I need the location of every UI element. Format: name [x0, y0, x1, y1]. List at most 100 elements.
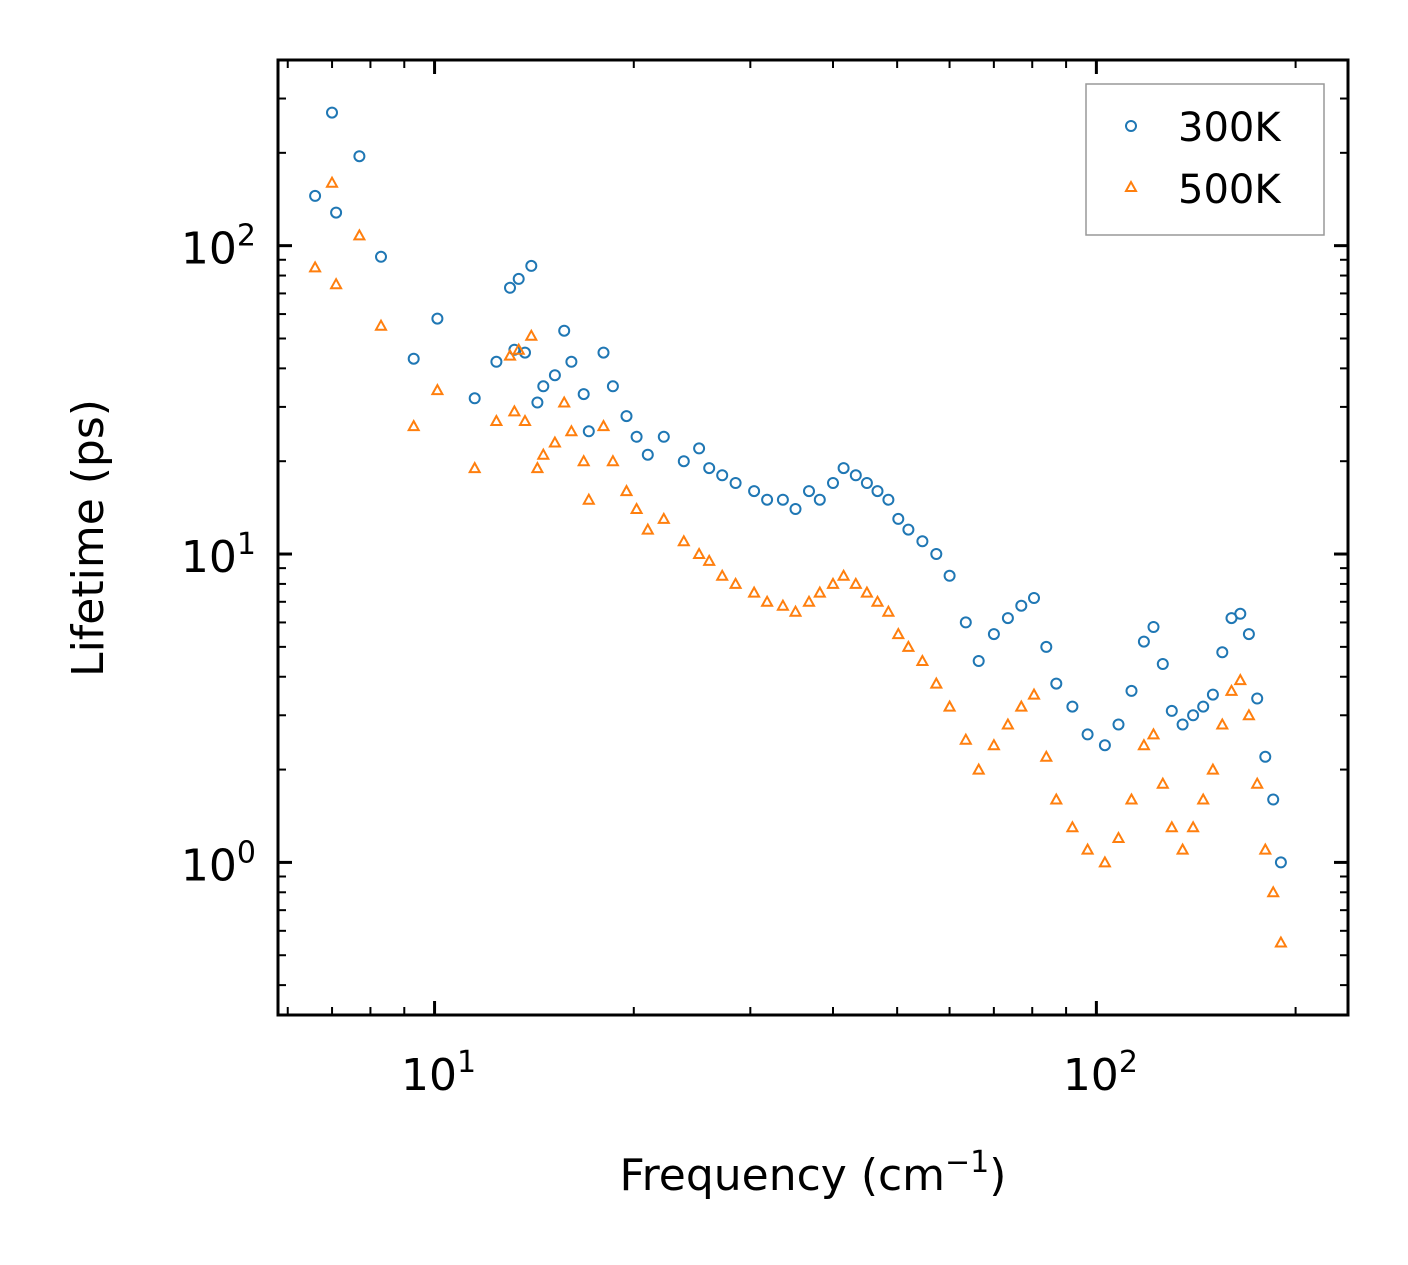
data-point-300k: [326, 106, 338, 119]
data-point-300k: [860, 477, 873, 489]
data-point-300k: [789, 503, 802, 515]
data-point-500k: [1266, 885, 1280, 898]
data-point-300k: [1242, 628, 1255, 641]
data-point-300k: [693, 442, 706, 455]
plot-frame: [276, 58, 1350, 1017]
data-point-300k: [431, 312, 444, 325]
data-point-300k: [565, 355, 578, 368]
data-point-500k: [715, 568, 729, 581]
data-point-500k: [1250, 776, 1264, 789]
data-point-500k: [329, 277, 343, 290]
series-300k-points: [309, 106, 1287, 869]
data-point-300k: [916, 535, 929, 548]
data-point-500k: [702, 553, 716, 566]
data-point-300k: [930, 548, 943, 560]
data-point-300k: [353, 150, 366, 163]
data-point-500k: [1165, 820, 1179, 833]
y-tick-exp: 2: [237, 219, 256, 254]
data-point-500k: [1156, 776, 1170, 789]
data-point-300k: [309, 189, 322, 202]
data-point-500k: [728, 576, 743, 589]
data-point-500k: [1206, 762, 1220, 775]
x-tick-label-100: 102: [1063, 1045, 1138, 1101]
data-point-300k: [1197, 700, 1210, 713]
data-point-500k: [564, 424, 579, 437]
data-point-500k: [760, 594, 774, 607]
data-point-300k: [1098, 739, 1111, 752]
data-point-500k: [468, 461, 482, 474]
data-point-300k: [902, 523, 915, 536]
data-point-300k: [1156, 658, 1169, 670]
data-point-500k: [407, 419, 421, 432]
data-point-300k: [882, 493, 895, 506]
data-point-300k: [892, 512, 905, 525]
y-tick-label-1: 100: [181, 835, 256, 891]
data-point-300k: [1274, 856, 1287, 869]
data-point-500k: [891, 627, 905, 640]
x-tick-exp: 1: [457, 1045, 476, 1080]
data-point-500k: [1233, 673, 1247, 686]
data-point-500k: [802, 594, 816, 607]
data-point-500k: [836, 568, 851, 581]
data-point-500k: [1137, 738, 1151, 751]
data-point-300k: [748, 485, 761, 498]
data-point-300k: [330, 206, 343, 219]
data-point-500k: [849, 576, 863, 589]
data-point-300k: [582, 425, 595, 438]
data-point-300k: [504, 281, 516, 294]
data-point-500k: [1186, 820, 1200, 833]
data-point-300k: [1040, 640, 1053, 653]
data-point-300k: [577, 388, 590, 401]
data-point-300k: [512, 272, 525, 285]
data-point-500k: [813, 585, 827, 598]
y-tick-base: 10: [181, 840, 237, 891]
y-tick-base: 10: [181, 224, 237, 275]
data-point-300k: [657, 430, 670, 443]
data-point-500k: [1175, 842, 1190, 855]
data-point-300k: [1137, 635, 1150, 648]
data-point-500k: [1224, 683, 1239, 696]
data-point-500k: [582, 492, 596, 505]
data-point-500k: [692, 546, 706, 559]
data-point-500k: [1098, 855, 1112, 868]
data-point-500k: [1258, 842, 1272, 855]
data-point-500k: [512, 342, 526, 355]
data-point-500k: [942, 699, 957, 712]
data-point-300k: [537, 380, 550, 393]
x-axis-title-sup: −1: [945, 1145, 989, 1180]
data-point-500k: [972, 762, 986, 775]
x-axis-title: Frequency (cm−1): [620, 1145, 1007, 1201]
data-point-500k: [1242, 708, 1256, 721]
data-point-500k: [826, 576, 840, 589]
x-axis-title-suffix: ): [989, 1150, 1006, 1201]
data-point-300k: [1234, 607, 1247, 620]
data-point-500k: [606, 454, 620, 467]
data-point-500k: [987, 738, 1001, 751]
data-point-300k: [407, 352, 420, 365]
data-point-300k: [468, 392, 481, 405]
x-axis-title-main: Frequency (cm: [620, 1150, 946, 1201]
data-point-300k: [716, 469, 729, 482]
data-point-500k: [677, 534, 691, 547]
data-point-500k: [901, 639, 916, 652]
data-point-300k: [1015, 599, 1028, 612]
data-point-300k: [1125, 684, 1138, 697]
data-point-300k: [620, 410, 633, 423]
data-point-500k: [1215, 717, 1229, 730]
data-point-300k: [1112, 718, 1125, 731]
data-point-300k: [1251, 692, 1264, 705]
data-point-300k: [1066, 700, 1079, 713]
data-point-500k: [530, 461, 545, 474]
data-point-300k: [761, 493, 774, 506]
data-point-500k: [1049, 792, 1063, 805]
data-point-500k: [430, 383, 445, 396]
data-point-300k: [558, 324, 571, 337]
y-tick-base: 10: [181, 532, 237, 583]
legend-marker-500k: [1124, 179, 1138, 192]
data-point-300k: [1259, 750, 1272, 763]
legend-marker-300k: [1125, 120, 1137, 132]
data-point-300k: [987, 628, 1000, 641]
data-point-500k: [747, 585, 761, 598]
data-point-500k: [629, 501, 644, 514]
